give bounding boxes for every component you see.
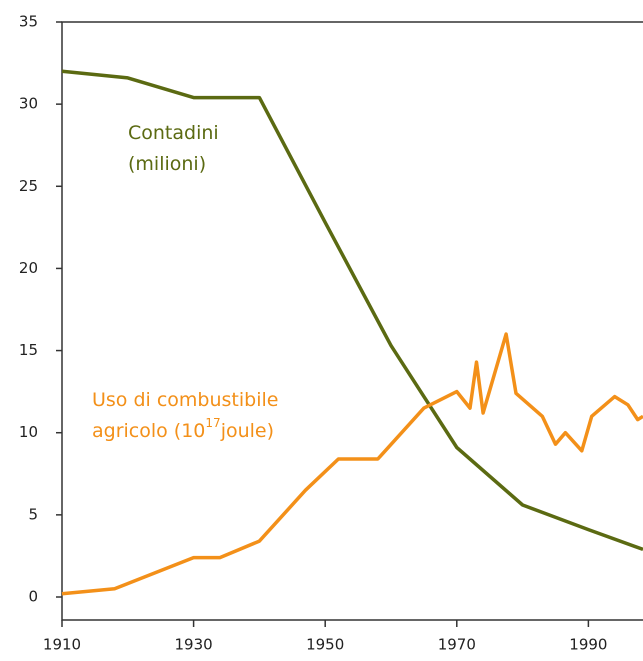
series-label: Uso di combustibile — [92, 389, 278, 411]
series-line — [61, 69, 643, 552]
y-tick-label: 5 — [28, 505, 38, 523]
x-tick-label: 1990 — [569, 636, 607, 654]
label-text: Uso di combustibile — [92, 389, 278, 411]
x-tick-label: 1950 — [306, 636, 344, 654]
y-tick-label: 25 — [19, 177, 38, 195]
series-line — [61, 332, 643, 596]
y-tick-label: 10 — [19, 423, 38, 441]
y-tick-label: 30 — [19, 95, 38, 113]
label-text: agricolo (10 — [92, 420, 205, 442]
x-tick-label: 1970 — [438, 636, 476, 654]
y-tick-label: 20 — [19, 259, 38, 277]
label-superscript: 17 — [205, 416, 220, 430]
series-label: agricolo (1017joule) — [92, 416, 274, 442]
series-label: (milioni) — [128, 153, 206, 175]
label-text: (milioni) — [128, 153, 206, 175]
series-label: Contadini — [128, 122, 219, 144]
x-tick-label: 1910 — [43, 636, 81, 654]
y-tick-label: 15 — [19, 341, 38, 359]
plot-frame — [61, 21, 643, 621]
label-suffix: joule) — [220, 420, 274, 442]
y-tick-label: 0 — [28, 588, 38, 606]
label-text: Contadini — [128, 122, 219, 144]
x-tick-label: 1930 — [175, 636, 213, 654]
y-tick-label: 35 — [19, 13, 38, 31]
